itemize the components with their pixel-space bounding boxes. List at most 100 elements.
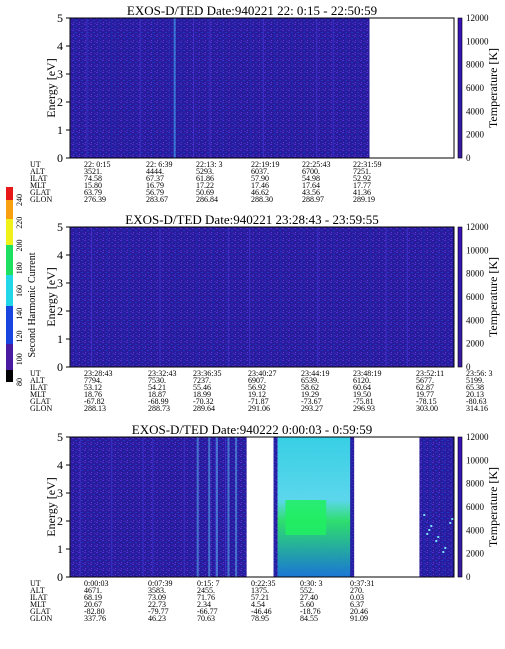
table-cell: 2.34: [197, 600, 211, 609]
colorbar-tick-label: 8000: [466, 479, 485, 489]
table-cell: 62.87: [416, 383, 434, 392]
table-cell: 41.36: [353, 188, 371, 197]
spectrogram-streak: [221, 18, 223, 158]
y-axis-label: Energy [eV]: [44, 267, 58, 326]
harmonic-colorbar-tick-label: 120: [15, 331, 24, 343]
spectrogram-streak: [357, 18, 359, 158]
table-row-label: ALT: [30, 167, 45, 176]
table-cell: 55.46: [193, 383, 211, 392]
table-cell: 22:13: 3: [196, 160, 222, 169]
table-row-label: ILAT: [30, 174, 47, 183]
table-cell: 22:25:43: [302, 160, 330, 169]
colorbar-tick-label: 6000: [466, 292, 485, 302]
table-cell: 78.95: [251, 614, 269, 623]
spectrogram-streak: [111, 18, 113, 158]
table-cell: -73.67: [301, 397, 322, 406]
panel-2: EXOS-D/TED Date:940221 23:28:43 - 23:59:…: [30, 212, 500, 413]
colorbar-tick-label: 10000: [466, 455, 489, 465]
spectrogram-streak: [180, 18, 182, 158]
spectrogram-streak: [193, 18, 195, 158]
plot-frame: [69, 226, 455, 368]
table-cell: 68.19: [84, 593, 102, 602]
table-cell: 23:28:43: [84, 369, 112, 378]
colorbar-tick-label: 4000: [466, 106, 485, 116]
table-cell: 53.12: [84, 383, 102, 392]
table-cell: 74.58: [84, 174, 102, 183]
harmonic-colorbar-green: [6, 245, 13, 275]
table-row-label: UT: [30, 369, 41, 378]
spectrogram-streak: [301, 227, 303, 367]
spectrogram-streak: [79, 437, 81, 577]
harmonic-colorbar-black: [6, 370, 13, 382]
table-cell: 57.90: [251, 174, 269, 183]
spectrogram-segment: [70, 227, 454, 367]
colorbar-tick-label: 6000: [466, 502, 485, 512]
spectrogram-streak: [106, 227, 108, 367]
spectrogram-streak: [406, 227, 408, 367]
table-row-label: ILAT: [30, 593, 47, 602]
spectrogram-segment: [70, 437, 247, 577]
table-cell: 7530.: [148, 376, 166, 385]
temperature-colorbar: [457, 226, 463, 368]
plot-frame: [69, 17, 455, 159]
table-cell: 17.46: [251, 181, 269, 190]
table-row-label: GLAT: [30, 188, 51, 197]
table-cell: 23:40:27: [248, 369, 276, 378]
table-cell: 276.39: [84, 195, 106, 204]
table-cell: -68.99: [148, 397, 169, 406]
table-cell: -82.80: [84, 607, 105, 616]
table-cell: 286.84: [196, 195, 218, 204]
table-cell: 22:31:59: [353, 160, 381, 169]
table-cell: -80.63: [466, 397, 487, 406]
table-cell: 20.13: [466, 390, 484, 399]
table-cell: 50.69: [196, 188, 214, 197]
y-tick-label: 3: [57, 276, 63, 290]
table-cell: 54.98: [302, 174, 320, 183]
table-cell: 15.80: [84, 181, 102, 190]
table-row-label: MLT: [30, 390, 46, 399]
harmonic-colorbar-tick-label: 80: [15, 378, 24, 386]
y-tick-label: 1: [57, 332, 63, 346]
enhanced-core: [285, 500, 327, 535]
table-cell: 58.62: [301, 383, 319, 392]
spectrogram-streak: [127, 227, 129, 367]
spectrogram-speckle: [423, 514, 426, 516]
table-row-label: GLAT: [30, 397, 51, 406]
spectrogram-segment: [419, 437, 454, 577]
table-cell: 293.27: [301, 404, 323, 413]
spectrogram-streak: [428, 437, 430, 577]
table-cell: 5199.: [466, 376, 484, 385]
colorbar-tick-label: 2000: [466, 549, 485, 559]
table-cell: 54.21: [148, 383, 166, 392]
table-cell: 22: 6:39: [146, 160, 172, 169]
spectrogram-streak: [280, 227, 282, 367]
panel-title: EXOS-D/TED Date:940221 22: 0:15 - 22:50:…: [127, 3, 377, 18]
colorbar-tick-label: 6000: [466, 83, 485, 93]
spectrogram-streak: [175, 227, 177, 367]
table-cell: 6907.: [248, 376, 266, 385]
spectrogram-streak: [422, 227, 424, 367]
harmonic-colorbar-tick-label: 220: [15, 217, 24, 229]
table-cell: 23:44:19: [301, 369, 329, 378]
table-cell: 23:52:11: [416, 369, 444, 378]
harmonic-colorbar-tick-label: 200: [15, 240, 24, 252]
y-tick-label: 2: [57, 304, 63, 318]
table-row-label: UT: [30, 160, 41, 169]
table-cell: 17.22: [196, 181, 214, 190]
y-tick-label: 2: [57, 514, 63, 528]
colorbar-label: Temperature [K]: [486, 257, 500, 337]
spectrogram-streak: [143, 227, 145, 367]
colorbar-tick-label: 10000: [466, 36, 489, 46]
spectrogram-speckle: [451, 518, 454, 520]
colorbar-tick-label: 12000: [466, 222, 489, 232]
spectrogram-streak: [224, 437, 226, 577]
harmonic-colorbar-label: Second Harmonic Current: [27, 252, 38, 357]
table-cell: -66.77: [197, 607, 218, 616]
panel-1: EXOS-D/TED Date:940221 22: 0:15 - 22:50:…: [30, 3, 500, 204]
spectrogram-speckle: [442, 551, 445, 553]
colorbar-tick-label: 2000: [466, 339, 485, 349]
table-cell: 20.67: [84, 600, 102, 609]
spectrogram-streak: [369, 227, 371, 367]
spectrogram-streak: [115, 18, 117, 158]
y-axis-label: Energy [eV]: [44, 477, 58, 536]
